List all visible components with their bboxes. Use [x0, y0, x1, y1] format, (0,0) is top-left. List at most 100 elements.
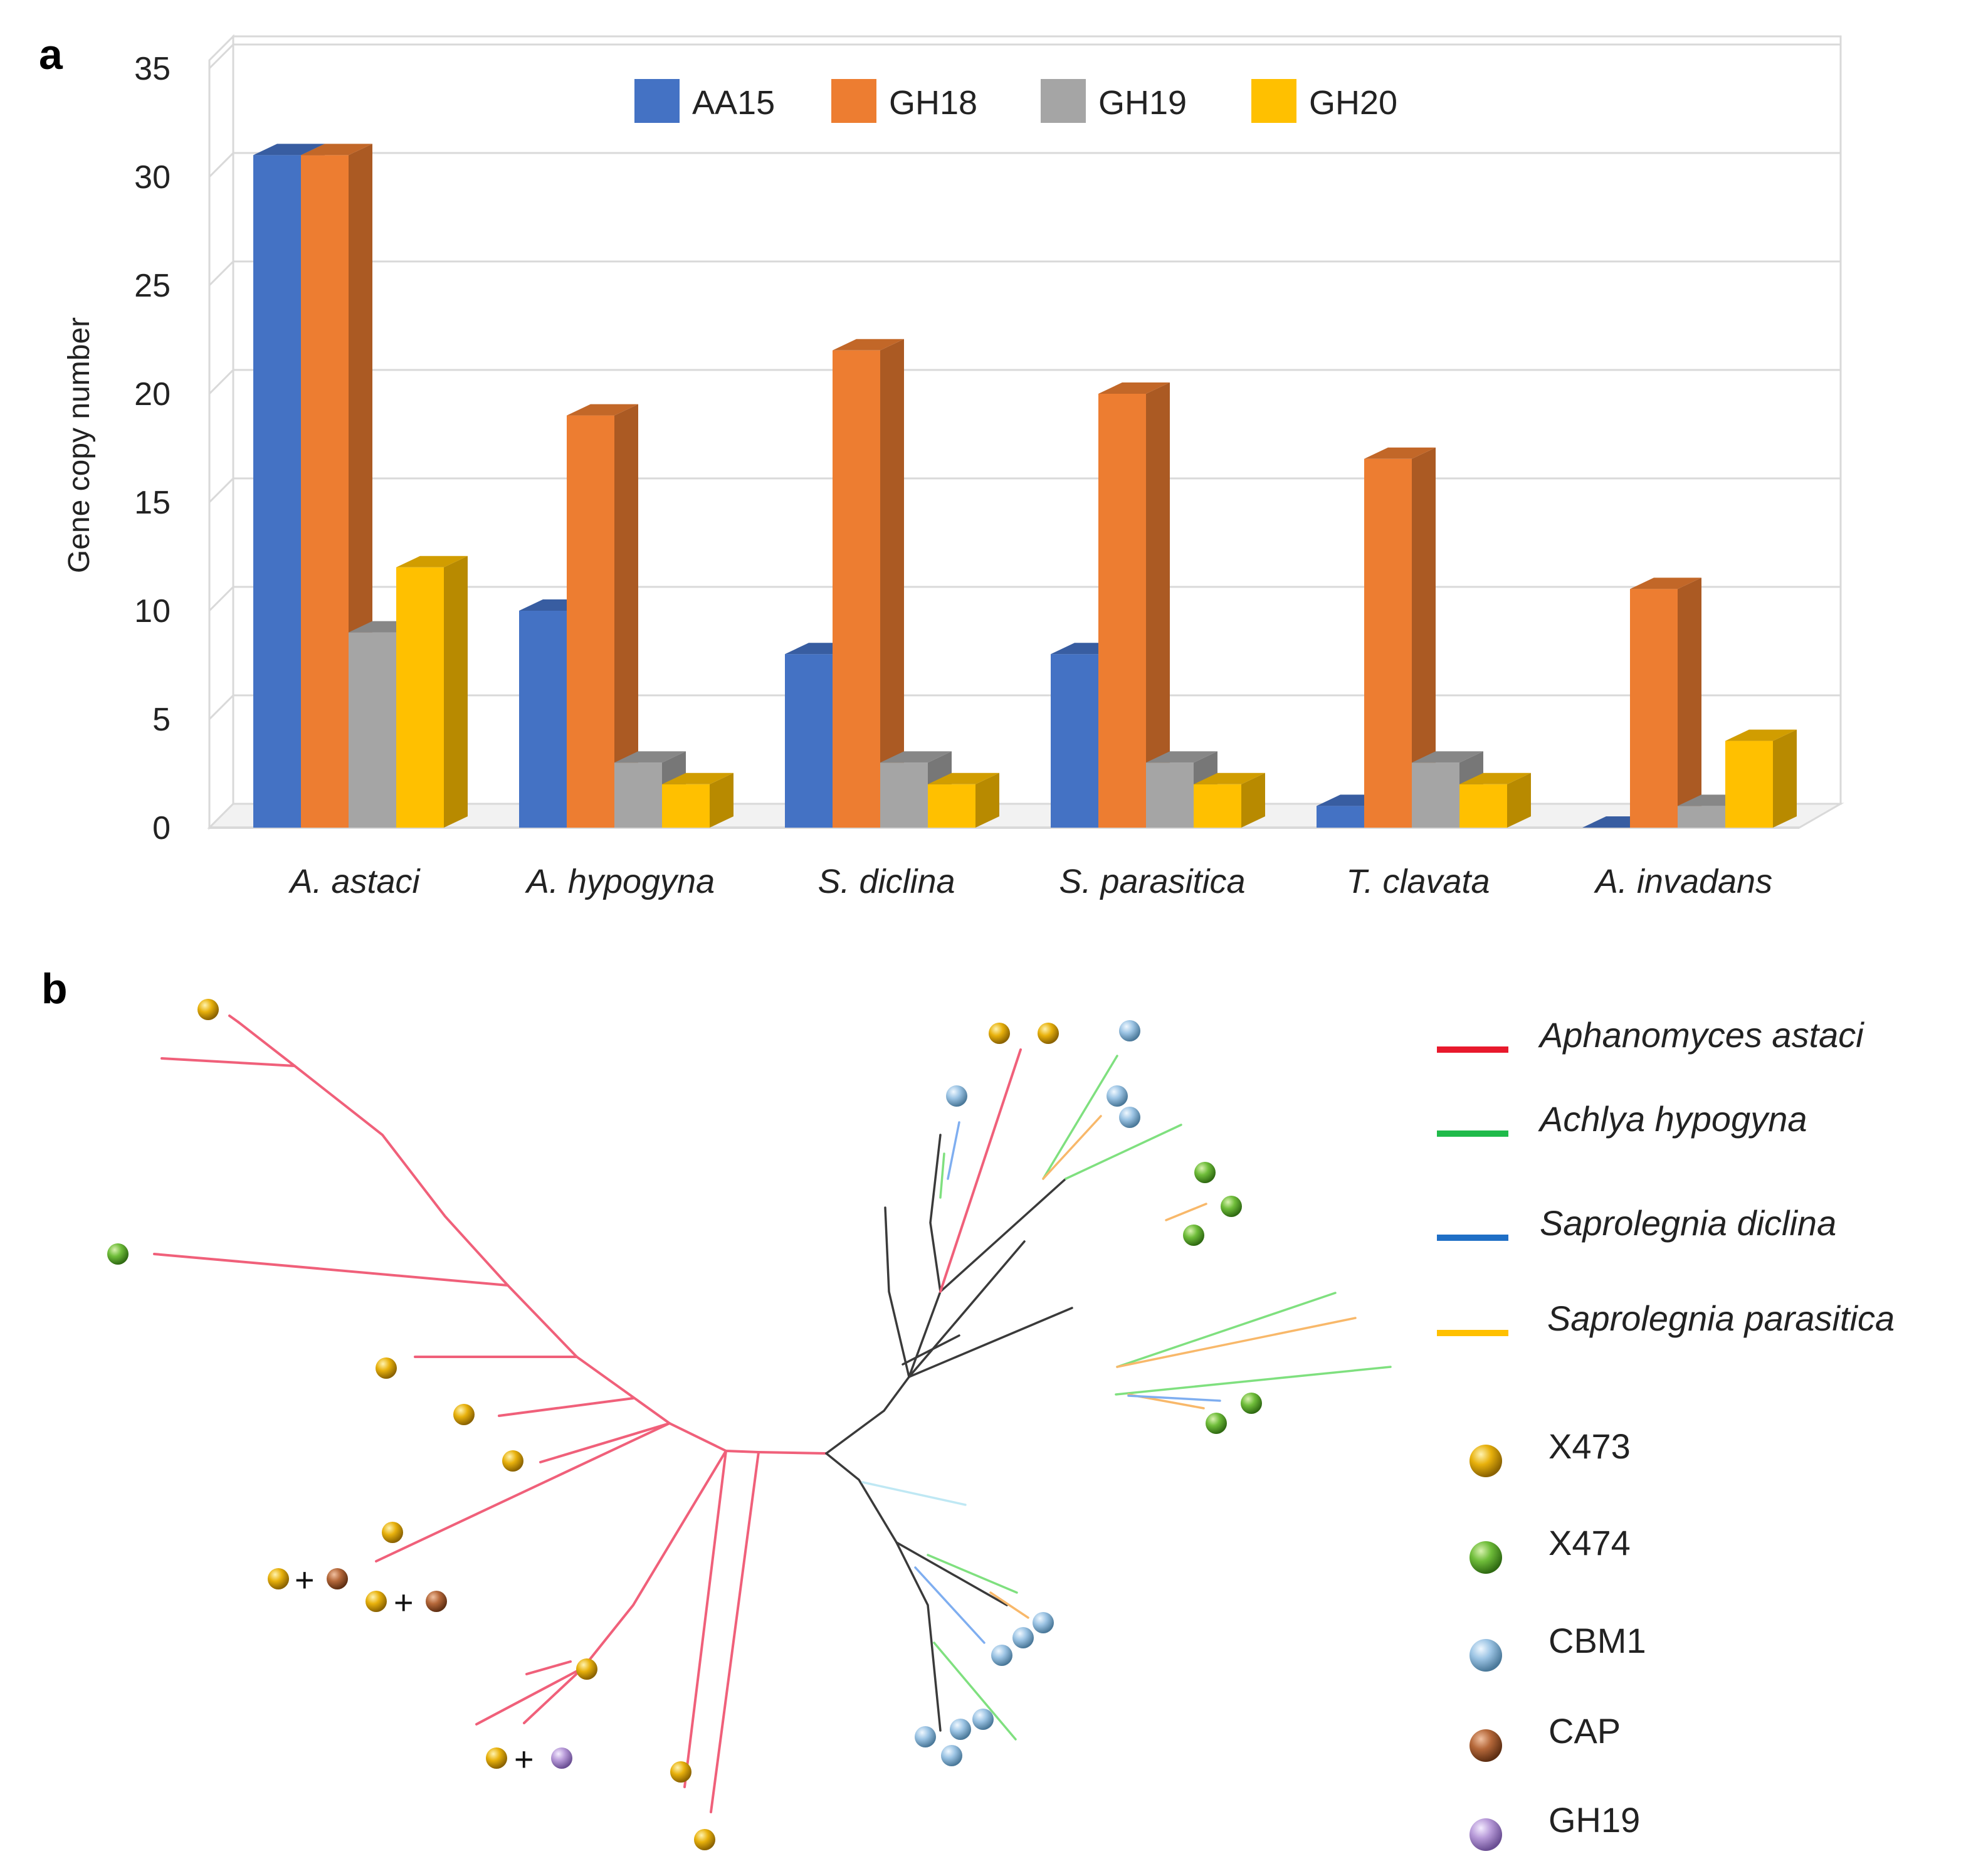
- y-tick-label: 30: [134, 159, 171, 196]
- marker-cbm1: [941, 1745, 962, 1766]
- chart-side-wall: [208, 34, 234, 830]
- chart-legend: AA15 GH18 GH19 GH20: [634, 79, 1397, 123]
- bar: [1412, 751, 1483, 828]
- marker-cbm1: [915, 1726, 936, 1747]
- y-tick-label: 10: [134, 593, 171, 630]
- bar-front: [1630, 589, 1678, 828]
- bar-side: [614, 404, 638, 828]
- bar-top: [833, 339, 904, 350]
- marker-x473: [502, 1450, 523, 1472]
- domain-legend-label: CBM1: [1548, 1621, 1646, 1660]
- x-tick-label: A. invadans: [1594, 863, 1772, 900]
- bar: [1364, 447, 1436, 828]
- tree-branch-red-right: [939, 1048, 1022, 1293]
- marker-x473: [197, 999, 219, 1020]
- bar: [1194, 772, 1265, 828]
- gridline-side: [208, 369, 234, 395]
- y-tick-label: 5: [152, 702, 171, 738]
- marker-x474: [1221, 1196, 1242, 1217]
- bar: [1630, 577, 1701, 828]
- bar-top: [1725, 729, 1797, 741]
- bar-front: [1725, 740, 1773, 828]
- legend-swatch: [634, 79, 680, 123]
- tree-domain-markers: + + +: [107, 999, 1262, 1850]
- gridlines: [208, 43, 1841, 720]
- bar-front: [1317, 806, 1364, 828]
- bar-front: [1459, 784, 1507, 828]
- legend-swatch: [1251, 79, 1296, 123]
- marker-x473: [486, 1747, 507, 1769]
- species-legend: Aphanomyces astaci Achlya hypogyna Saprole…: [1437, 1015, 1895, 1338]
- bar: [928, 772, 999, 828]
- bar-front: [253, 155, 301, 828]
- legend-label: GH19: [1098, 84, 1187, 122]
- marker-gh19: [551, 1747, 572, 1769]
- bar: [567, 404, 638, 828]
- x-tick-labels: A. astaci A. hypogyna S. diclina S. parasit…: [288, 863, 1772, 900]
- plus-sign: +: [295, 1561, 315, 1599]
- bar: [833, 339, 904, 828]
- bar-front: [567, 415, 614, 828]
- bar-top: [614, 751, 686, 763]
- marker-cbm1: [972, 1709, 994, 1730]
- bar: [396, 556, 468, 828]
- bars: [253, 144, 1797, 828]
- domain-legend-label: X473: [1548, 1426, 1631, 1466]
- bar-front: [1194, 784, 1241, 828]
- bar-side: [444, 556, 468, 828]
- plus-sign: +: [394, 1584, 414, 1621]
- y-tick-label: 35: [134, 51, 171, 87]
- bar-front: [349, 632, 396, 828]
- marker-cap: [327, 1568, 348, 1589]
- bar-side: [975, 772, 999, 828]
- bar-side: [1241, 772, 1265, 828]
- species-legend-item: Saprolegnia parasitica: [1437, 1299, 1895, 1338]
- bar-front: [1364, 458, 1412, 828]
- bar-side: [1507, 772, 1531, 828]
- bar-top: [567, 404, 638, 416]
- marker-x473: [268, 1568, 289, 1589]
- legend-swatch: [831, 79, 876, 123]
- bar-top: [1459, 772, 1531, 784]
- bar-front: [301, 155, 349, 828]
- marker-cbm1: [991, 1645, 1012, 1666]
- domain-legend-marker: [1469, 1445, 1502, 1477]
- bar-front: [1051, 654, 1098, 828]
- tree-backbone: [825, 1134, 1073, 1732]
- marker-x473: [376, 1357, 397, 1379]
- y-tick-label: 15: [134, 485, 171, 521]
- marker-x473: [365, 1591, 387, 1612]
- bar-front: [785, 654, 833, 828]
- gridline-side: [208, 694, 234, 720]
- bar-front: [1146, 762, 1194, 828]
- bar: [662, 772, 733, 828]
- domain-legend-label: GH19: [1548, 1800, 1640, 1840]
- bar-top: [1146, 751, 1217, 763]
- domain-legend-item: X474: [1469, 1523, 1631, 1574]
- tree-clade-parasitica: [989, 1115, 1357, 1619]
- legend-item: GH18: [831, 79, 977, 123]
- species-legend-label: Saprolegnia diclina: [1540, 1203, 1836, 1243]
- x-tick-label: S. parasitica: [1059, 863, 1245, 900]
- domain-legend-item: X473: [1469, 1426, 1631, 1477]
- legend-item: GH19: [1041, 79, 1187, 123]
- bar-top: [301, 144, 372, 155]
- bar-top: [1364, 447, 1436, 459]
- phylogenetic-tree: [153, 1014, 1392, 1813]
- legend-item: GH20: [1251, 79, 1397, 123]
- marker-cbm1: [1119, 1107, 1140, 1128]
- gridline-side: [208, 586, 234, 612]
- marker-x474: [1241, 1393, 1262, 1414]
- species-legend-item: Aphanomyces astaci: [1437, 1015, 1864, 1055]
- gridline-side: [208, 477, 234, 503]
- species-legend-item: Saprolegnia diclina: [1437, 1203, 1836, 1243]
- tree-clade-astaci: [153, 1014, 828, 1813]
- marker-x474: [1194, 1162, 1216, 1183]
- bar-front: [1678, 806, 1725, 828]
- marker-x473: [989, 1023, 1010, 1044]
- marker-cbm1: [1119, 1020, 1140, 1041]
- panel-b-label: b: [41, 965, 68, 1013]
- y-tick-labels: 0 5 10 15 20 25 30 35: [134, 51, 171, 846]
- tree-clade-diclina: [861, 1121, 1221, 1644]
